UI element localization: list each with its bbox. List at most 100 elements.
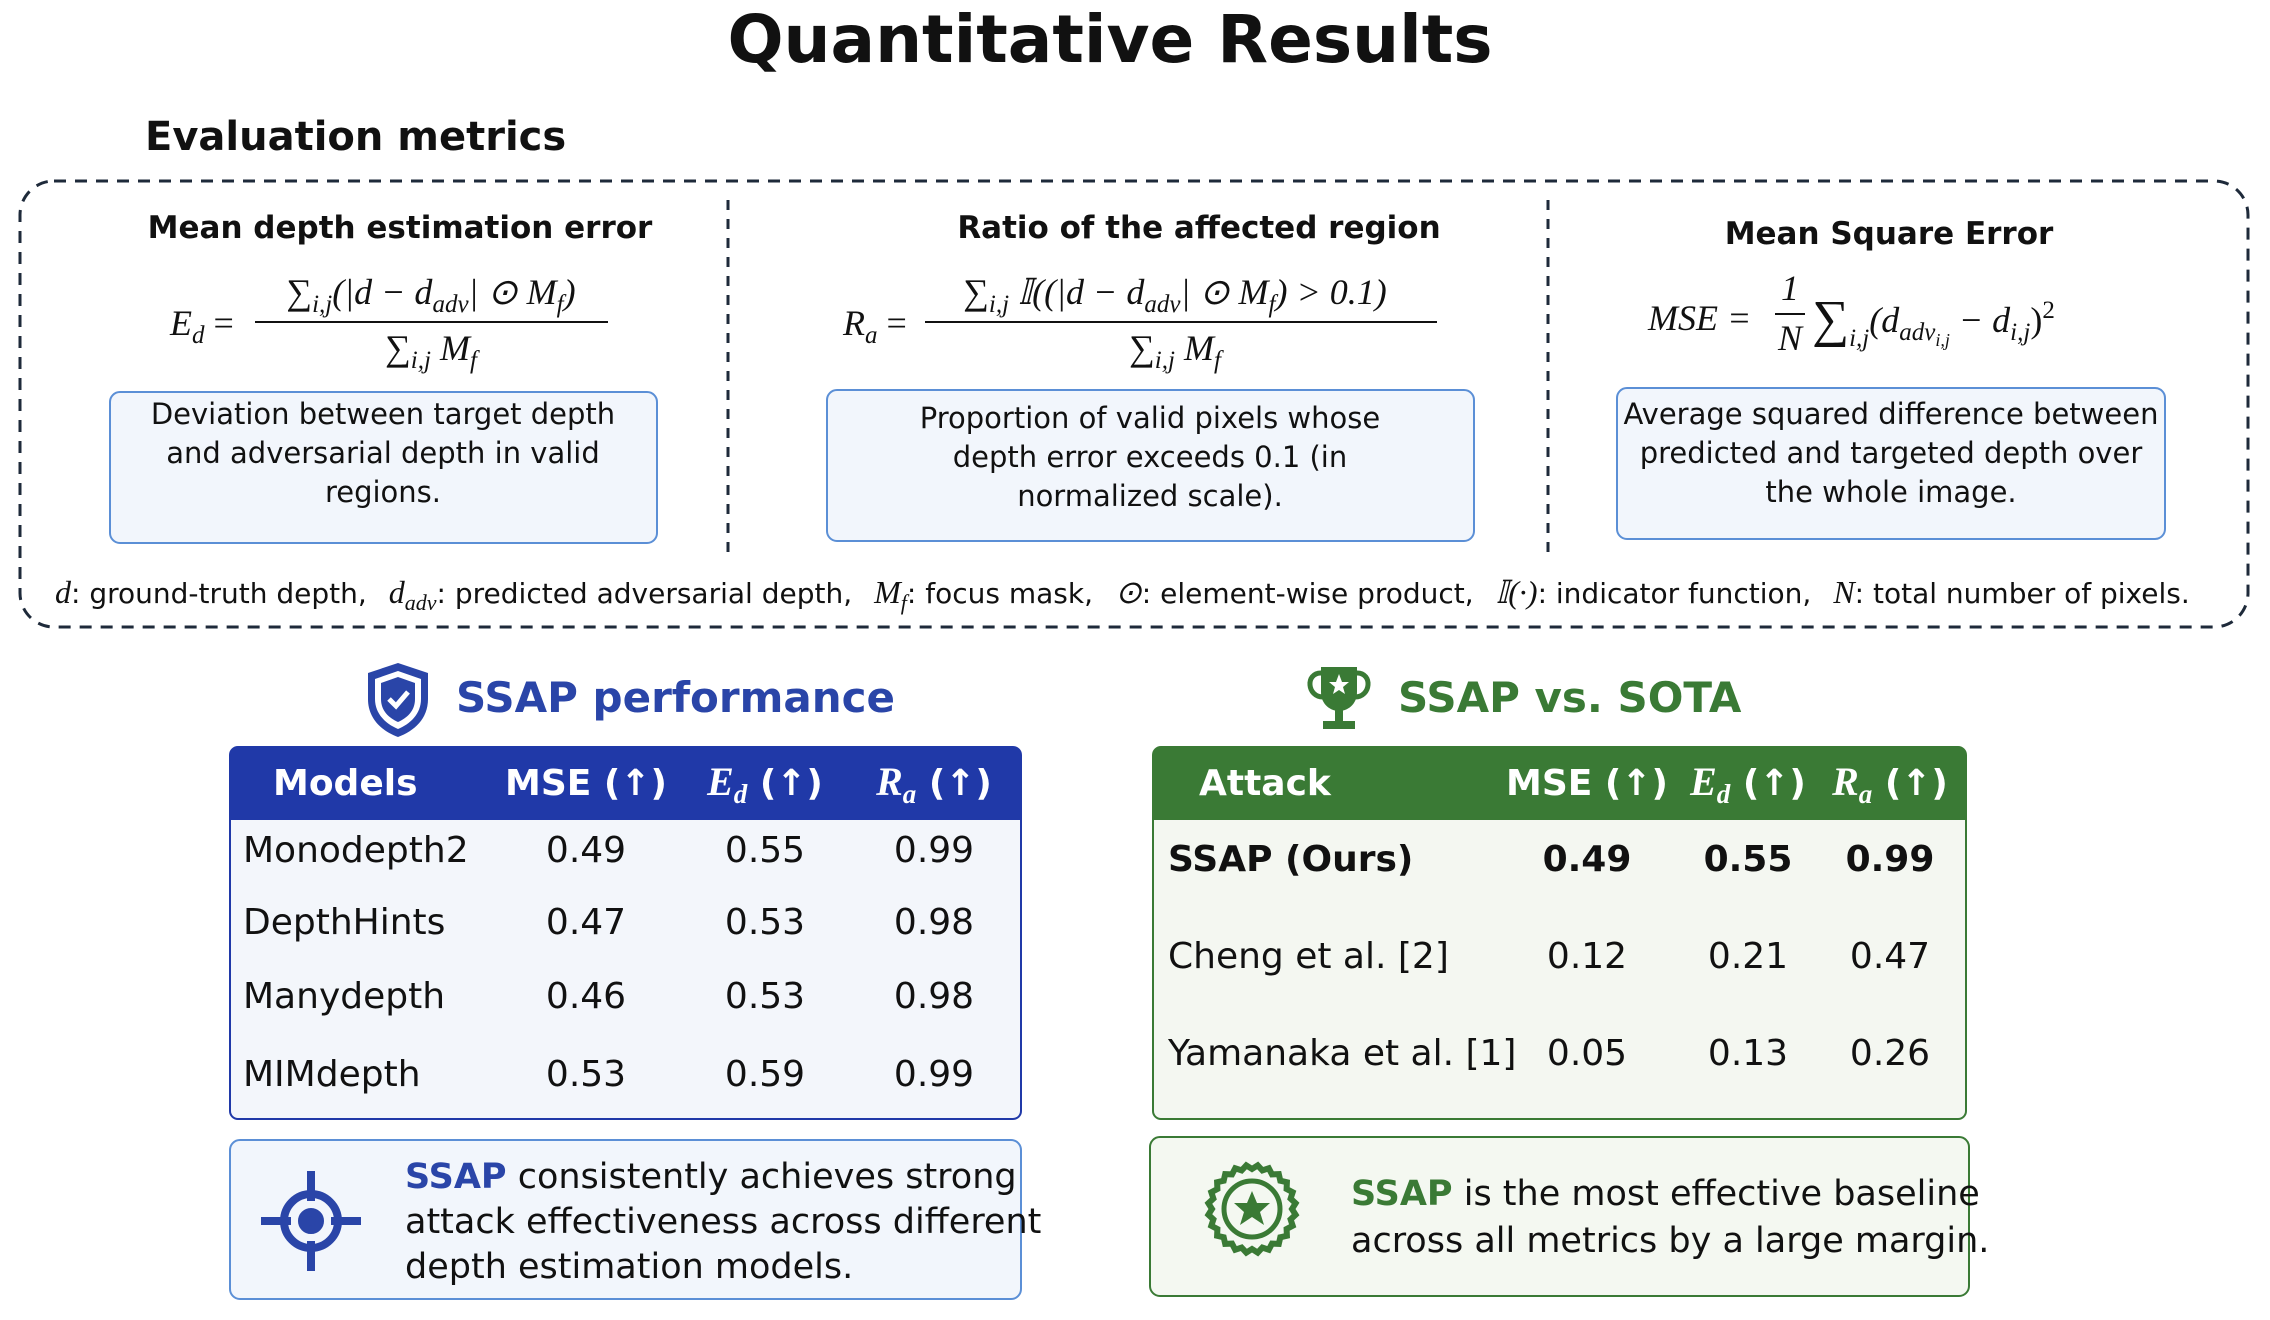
formula-numerator: 1 [1781,268,1799,308]
row-label: Cheng et al. [2] [1168,936,1449,977]
description-line: Average squared difference between [1624,397,2159,431]
value-cell: 0.46 [546,976,626,1017]
value-cell: 0.98 [894,902,974,943]
notation: d: ground-truth depth, dadv: predicted ad… [55,574,2190,615]
math: ∑ [286,272,312,312]
header-symbol: R [875,759,903,804]
value-cell: 0.49 [1543,839,1632,880]
math: ∑ [1129,328,1155,368]
value-cell: 0.99 [1846,839,1935,880]
notation-subscript: adv [405,590,437,615]
value-cell: 0.47 [546,902,626,943]
formula-denominator: ∑i,j Mf [385,328,480,374]
header-cell: Attack [1199,763,1332,804]
formula-denominator: N [1777,318,1804,358]
header-cell: Ed (↑) [1689,759,1806,809]
value-cell: 0.47 [1850,936,1930,977]
table-header [230,747,1021,820]
row-label: DepthHints [243,902,445,943]
header-text: (↑) [747,763,823,804]
math: f [470,347,480,374]
value-cell: 0.55 [725,830,805,871]
section-heading: SSAP performance [456,673,895,722]
header-cell: Models [273,763,418,804]
header-text: (↑) [1872,763,1948,804]
notation-symbol: ⊙ [1115,574,1142,610]
math: ) [562,272,576,312]
summary-line: across all metrics by a large margin. [1351,1221,1989,1261]
header-subscript: a [1859,779,1873,809]
math: ∑ [385,328,411,368]
summary-text: depth estimation models. [405,1247,853,1287]
target-icon [261,1171,361,1271]
notation-text: : predicted adversarial depth, [437,577,853,610]
header-subscript: d [1717,779,1731,809]
formula-lhs: MSE = [1647,298,1751,338]
value-cell: 0.12 [1547,936,1627,977]
description-box [1616,387,2166,540]
math: f [557,291,567,318]
section-heading: Evaluation metrics [145,114,566,160]
formula-denominator: ∑i,j Mf [1129,328,1224,374]
math: i,j [1935,330,1950,350]
notation-text: : indicator function, [1538,577,1812,610]
formula-numerator: ∑i,j(|d − dadv| ⊙ Mf) [286,272,575,318]
math: a [865,322,878,349]
metric-name: Mean depth estimation error [148,210,653,246]
header-cell: Ra (↑) [1831,759,1948,809]
math: (d [1869,300,1900,340]
math: | ⊙ M [469,272,559,312]
shield-icon [368,663,428,737]
header-cell: MSE (↑) [505,763,667,804]
math: | ⊙ M [1180,272,1270,312]
description-line: regions. [325,475,441,509]
summary-text: is the most effective baseline [1453,1174,1980,1214]
math: = [878,303,907,343]
header-cell: MSE (↑) [1506,763,1668,804]
title: Quantitative Results [727,1,1492,78]
description-line: normalized scale). [1017,479,1283,513]
notation-symbol: N [1832,574,1856,610]
metrics-frame [18,179,2250,629]
math: d [192,322,205,349]
math: M [431,328,472,368]
notation-subscript: f [901,590,910,615]
notation-symbol: 𝕀(·) [1496,574,1538,610]
notation-text: : ground-truth depth, [71,577,367,610]
row-label: MIMdepth [243,1054,421,1095]
header-cell: Ra (↑) [875,759,992,809]
value-cell: 0.49 [546,830,626,871]
math: ∑ [1812,291,1849,348]
header-subscript: d [734,779,748,809]
math: i,j [1155,347,1175,374]
value-cell: 0.53 [546,1054,626,1095]
formula-numerator: ∑i,j 𝕀((|d − dadv| ⊙ Mf) > 0.1) [963,272,1387,318]
math: ) > 0.1) [1273,272,1386,312]
section-heading: SSAP vs. SOTA [1398,673,1742,722]
math: adv [432,291,469,318]
math: i,j [312,291,332,318]
math: E [169,303,192,343]
summary-line: depth estimation models. [405,1247,853,1287]
summary-text: consistently achieves strong [507,1157,1017,1197]
math: adv [1899,319,1936,346]
header-text: (↑) [1730,763,1806,804]
description-line: predicted and targeted depth over [1640,436,2143,470]
notation-text: : total number of pixels. [1855,577,2190,610]
header-symbol: E [706,759,734,804]
value-cell: 0.59 [725,1054,805,1095]
description-box [826,389,1475,542]
row-label: SSAP (Ours) [1168,839,1413,880]
description-line: and adversarial depth in valid [166,436,600,470]
header-text: (↑) [916,763,992,804]
value-cell: 0.21 [1708,936,1788,977]
metric-name: Ratio of the affected region [957,210,1440,246]
notation-symbol: d [389,574,406,610]
math: adv [1144,291,1181,318]
math: 2 [2042,297,2055,324]
math: (|d − d [332,272,433,312]
value-cell: 0.55 [1704,839,1793,880]
notation-symbol: M [873,574,903,610]
notation-symbol: d [55,574,72,610]
